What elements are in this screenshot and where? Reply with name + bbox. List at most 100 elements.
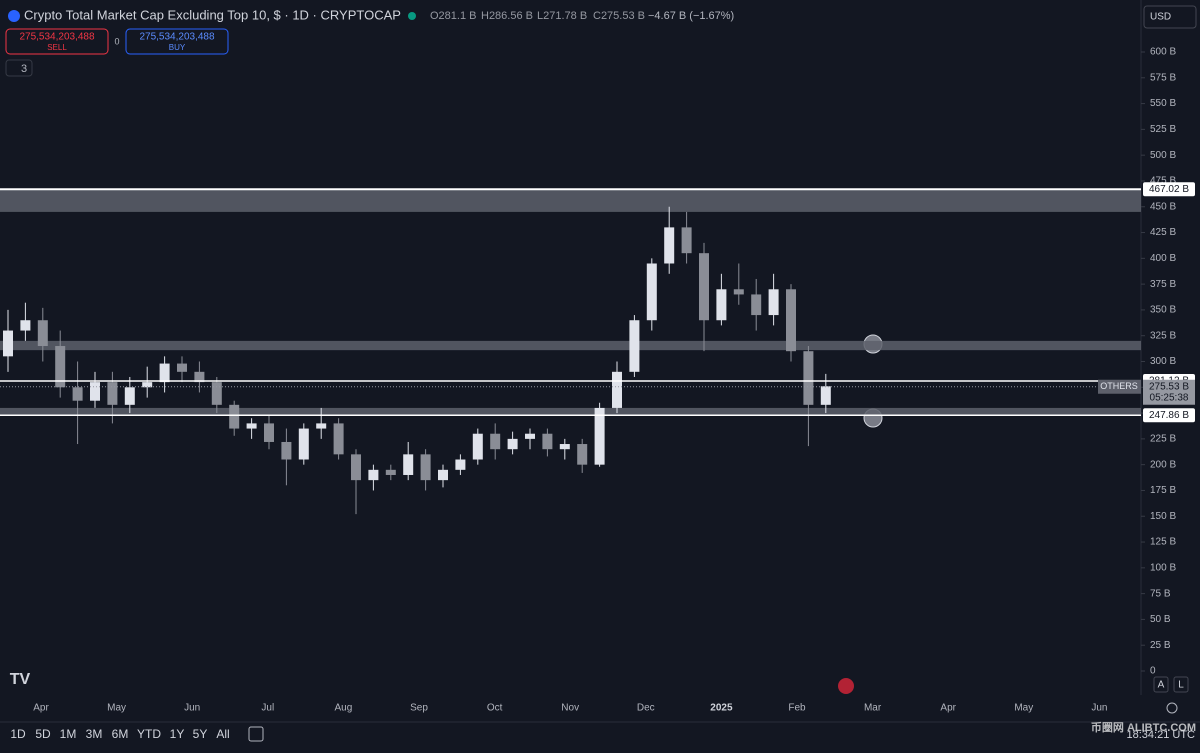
level-tag (1143, 408, 1195, 423)
settings-button[interactable] (1166, 702, 1178, 714)
candle-body (594, 407, 605, 465)
candle-body (72, 387, 83, 401)
y-tick-label: 175 B (1150, 485, 1176, 496)
y-tick-label: 100 B (1150, 562, 1176, 573)
candle-body (124, 387, 135, 405)
candle-body (316, 423, 327, 429)
scale-button[interactable]: L (1178, 680, 1184, 691)
y-tick-label: 0 (1150, 666, 1156, 677)
scale-button-frame[interactable] (1153, 676, 1169, 693)
range-button[interactable]: 5D (35, 727, 51, 741)
candle-body (107, 382, 118, 405)
x-tick-label: Nov (561, 703, 579, 714)
countdown: 05:25:38 (1150, 392, 1189, 403)
scale-button[interactable]: A (1158, 680, 1165, 691)
buy-button[interactable] (125, 28, 229, 55)
symbol-icon (8, 10, 20, 22)
y-tick-label: 300 B (1150, 356, 1176, 367)
y-tick-label: 475 B (1150, 176, 1176, 187)
spread: 0 (114, 36, 119, 46)
candle-body (525, 433, 535, 439)
candle-body (159, 363, 170, 383)
range-button[interactable]: 1M (60, 727, 77, 741)
scale-button-frame[interactable] (1173, 676, 1189, 693)
event-flag[interactable] (838, 678, 854, 694)
range-button[interactable]: 1Y (170, 727, 185, 741)
candle-body (786, 289, 796, 352)
candle-body (298, 428, 309, 460)
candle-body (716, 289, 727, 321)
y-tick-label: 50 B (1150, 614, 1171, 625)
candle-body (507, 438, 518, 450)
candle-body (577, 444, 588, 465)
sell-button[interactable] (5, 28, 109, 55)
indicators-toggle[interactable] (5, 59, 33, 77)
candle-body (803, 351, 814, 405)
candle-body (37, 320, 48, 347)
symbol-tag (1098, 379, 1141, 394)
x-tick-label: Mar (864, 703, 882, 714)
x-tick-label: Dec (637, 703, 655, 714)
market-status (408, 12, 416, 20)
zone (0, 189, 1141, 212)
range-button[interactable]: 6M (112, 727, 129, 741)
currency-select[interactable] (1143, 5, 1197, 29)
candle-body (333, 423, 344, 455)
candle-body (403, 454, 414, 475)
zone (0, 407, 1141, 416)
sell-price: 275,534,203,488 (19, 32, 95, 43)
candle-body (20, 320, 31, 331)
x-tick-label: Sep (410, 703, 428, 714)
date-range-button[interactable] (248, 726, 264, 742)
candle-body (559, 444, 570, 450)
indicators-count: 3 (21, 63, 27, 75)
candle-body (542, 433, 553, 450)
y-tick-label: 25 B (1150, 640, 1171, 651)
y-tick-label: 400 B (1150, 253, 1176, 264)
tv-logo: TV (10, 671, 31, 688)
candle-body (177, 363, 187, 372)
y-tick-label: 525 B (1150, 124, 1176, 135)
y-tick-label: 325 B (1150, 330, 1176, 341)
range-button[interactable]: YTD (137, 727, 161, 741)
candle-body (629, 320, 640, 372)
range-button[interactable]: 1D (10, 727, 26, 741)
zone (0, 340, 1141, 351)
y-tick-label: 350 B (1150, 305, 1176, 316)
buy-price: 275,534,203,488 (139, 32, 215, 43)
candle-body (420, 454, 431, 481)
level-tag (1143, 182, 1195, 197)
range-button[interactable]: All (216, 727, 229, 741)
y-tick-label: 125 B (1150, 537, 1176, 548)
ohlc-value: O281.1 B (430, 10, 476, 22)
x-tick-label: Apr (33, 703, 49, 714)
candle-body (194, 371, 205, 383)
symbol-label: OTHERS (1100, 381, 1138, 391)
level-label: 467.02 B (1149, 184, 1189, 195)
y-tick-label: 425 B (1150, 227, 1176, 238)
sell-label: SELL (47, 43, 67, 52)
y-tick-label: 500 B (1150, 150, 1176, 161)
clock: 18:34:21 UTC (1127, 729, 1196, 741)
candle-body (768, 289, 779, 316)
candle-body (211, 382, 222, 405)
x-tick-label: Oct (487, 703, 503, 714)
y-tick-label: 225 B (1150, 434, 1176, 445)
range-button[interactable]: 5Y (193, 727, 208, 741)
buy-label: BUY (169, 43, 186, 52)
last-price-tag (1143, 379, 1195, 405)
x-tick-label: May (107, 703, 126, 714)
range-button[interactable]: 3M (86, 727, 103, 741)
x-tick-label: Jul (261, 703, 274, 714)
y-tick-label: 75 B (1150, 588, 1171, 599)
y-tick-label: 375 B (1150, 279, 1176, 290)
candle-body (455, 459, 466, 470)
x-tick-label: 2025 (710, 703, 733, 714)
candle-body (385, 469, 396, 475)
candle-body (751, 294, 762, 316)
ohlc: O281.1 B H286.56 B L271.78 B C275.53 B −4.67… (430, 10, 734, 22)
watermark: 币圈网 ALIBTC.COM (1091, 721, 1196, 734)
candle-body (472, 433, 483, 460)
